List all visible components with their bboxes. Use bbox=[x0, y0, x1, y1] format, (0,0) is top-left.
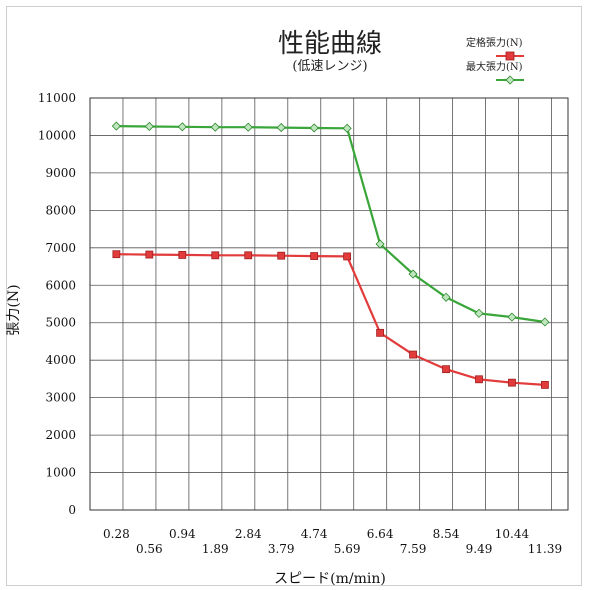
y-tick-label: 10000 bbox=[38, 128, 76, 142]
data-point bbox=[541, 381, 549, 389]
plot-area-border bbox=[89, 97, 569, 511]
data-point bbox=[144, 121, 154, 132]
x-tick-label: 1.89 bbox=[202, 542, 229, 556]
data-point bbox=[408, 269, 418, 279]
series-line bbox=[116, 125, 546, 324]
data-point bbox=[375, 239, 385, 249]
x-tick-label: 7.59 bbox=[400, 542, 427, 556]
data-point bbox=[343, 252, 352, 261]
y-tick-label: 0 bbox=[68, 503, 76, 517]
x-tick-label: 10.44 bbox=[495, 527, 530, 541]
data-point bbox=[177, 122, 187, 132]
y-tick-label: 7000 bbox=[45, 241, 76, 255]
y-axis-ticks: 0 1000 2000 3000 4000 5000 6000 7000 8000 9000 100… bbox=[38, 91, 76, 517]
data-point bbox=[309, 123, 319, 133]
legend-marker-rated bbox=[505, 51, 515, 61]
data-point bbox=[508, 378, 516, 387]
x-tick-label: 0.94 bbox=[169, 527, 196, 541]
chart-title: 性能曲線 bbox=[278, 29, 382, 59]
data-point bbox=[442, 365, 450, 374]
x-tick-label: 4.74 bbox=[301, 527, 328, 541]
y-axis-label: 張力(N) bbox=[6, 284, 22, 335]
data-point bbox=[409, 350, 417, 359]
y-tick-label: 11000 bbox=[38, 91, 76, 105]
data-point bbox=[243, 122, 253, 132]
y-tick-label: 3000 bbox=[45, 391, 76, 405]
legend-label-rated: 定格張力(N) bbox=[466, 36, 523, 49]
x-tick-label: 9.49 bbox=[466, 542, 493, 556]
series-line bbox=[116, 253, 545, 386]
x-tick-label: 8.54 bbox=[433, 527, 460, 541]
y-tick-label: 2000 bbox=[45, 428, 76, 442]
data-point bbox=[310, 252, 319, 260]
y-tick-label: 8000 bbox=[45, 203, 76, 217]
x-tick-label: 3.79 bbox=[268, 542, 295, 556]
x-tick-label: 0.56 bbox=[136, 542, 163, 556]
data-point bbox=[507, 312, 517, 322]
data-point bbox=[475, 375, 483, 384]
legend-label-max: 最大張力(N) bbox=[466, 60, 523, 73]
y-tick-label: 4000 bbox=[45, 353, 76, 367]
x-tick-label: 11.39 bbox=[528, 542, 562, 556]
data-point bbox=[211, 251, 220, 260]
x-axis-ticks: 0.28 0.56 0.94 1.89 2.84 3.79 4.74 5.69 6.64 7.59… bbox=[103, 527, 562, 556]
series-max-tension bbox=[111, 121, 550, 327]
series-layer bbox=[111, 121, 550, 389]
legend-marker-max bbox=[505, 75, 515, 85]
data-point bbox=[112, 250, 121, 259]
data-point bbox=[277, 251, 286, 260]
x-tick-label: 6.64 bbox=[367, 527, 394, 541]
grid bbox=[90, 97, 568, 511]
data-point bbox=[178, 251, 187, 259]
y-tick-label: 1000 bbox=[45, 466, 76, 480]
data-point bbox=[244, 251, 253, 260]
x-tick-label: 2.84 bbox=[235, 527, 262, 541]
y-tick-label: 5000 bbox=[45, 316, 76, 330]
legend: 定格張力(N) 最大張力(N) bbox=[466, 36, 524, 85]
chart-frame bbox=[6, 6, 582, 586]
data-point bbox=[376, 328, 384, 337]
data-point bbox=[441, 292, 451, 302]
data-point bbox=[111, 121, 121, 131]
data-point bbox=[474, 308, 484, 318]
y-tick-label: 6000 bbox=[45, 278, 76, 292]
chart-subtitle: (低速レンジ) bbox=[292, 59, 367, 74]
x-axis-label: スピード(m/min) bbox=[274, 571, 386, 587]
data-point bbox=[210, 122, 220, 132]
x-tick-label: 5.69 bbox=[334, 542, 361, 556]
data-point bbox=[145, 250, 154, 259]
data-point bbox=[540, 317, 550, 327]
series-rated-tension bbox=[112, 250, 549, 389]
data-point bbox=[342, 123, 352, 133]
x-tick-label: 0.28 bbox=[103, 527, 130, 541]
data-point bbox=[276, 123, 286, 133]
y-tick-label: 9000 bbox=[45, 166, 76, 180]
